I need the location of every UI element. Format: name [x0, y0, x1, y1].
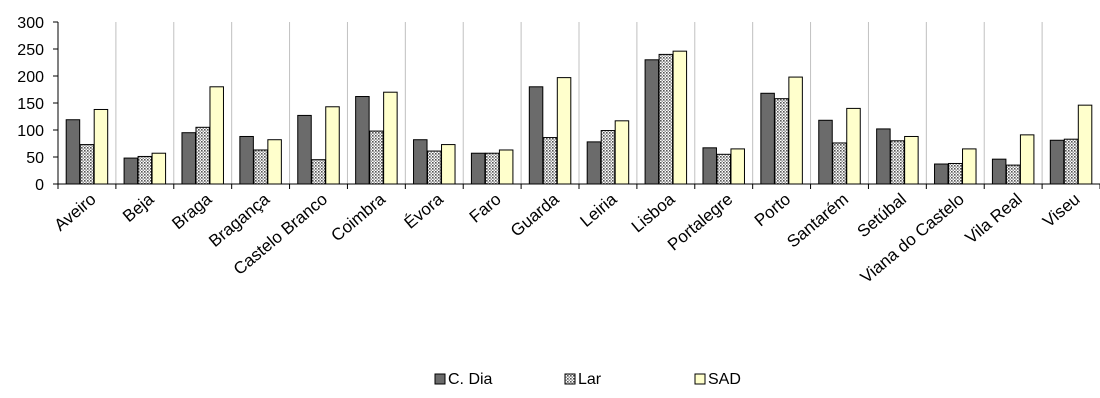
- bar-0-11: [702, 147, 717, 185]
- bar-2-6: [441, 144, 456, 185]
- bar-0-0: [65, 119, 81, 185]
- bar-2-11: [730, 148, 745, 185]
- bars: [65, 50, 1093, 185]
- legend-swatch-1: [564, 373, 576, 385]
- bar-2-13: [846, 107, 861, 185]
- bar-0-6: [413, 139, 428, 185]
- bar-0-13: [818, 119, 833, 185]
- bar-1-13: [832, 142, 847, 185]
- bar-0-14: [876, 128, 891, 185]
- bar-2-5: [383, 91, 398, 185]
- legend-label-1: Lar: [578, 371, 602, 388]
- y-tick-label: 0: [35, 177, 44, 194]
- bar-1-10: [658, 53, 674, 185]
- category-label: Faro: [466, 190, 505, 227]
- bar-2-8: [556, 77, 572, 185]
- bar-2-12: [788, 76, 803, 185]
- bar-0-17: [1049, 139, 1065, 185]
- legend-label-2: SAD: [708, 371, 741, 388]
- bar-0-2: [181, 132, 196, 185]
- bar-0-8: [528, 86, 544, 185]
- bar-1-4: [311, 159, 326, 185]
- bar-0-15: [934, 163, 949, 185]
- bar-2-9: [614, 120, 630, 185]
- legend-swatch-0: [434, 373, 446, 385]
- y-tick-label: 250: [17, 42, 44, 59]
- bar-1-15: [948, 162, 963, 185]
- category-label: Leiria: [576, 189, 620, 231]
- category-label: Coimbra: [328, 189, 390, 245]
- category-label: Vila Real: [962, 190, 1026, 248]
- bar-1-9: [600, 130, 616, 185]
- category-label: Guarda: [507, 189, 563, 240]
- axes: [53, 21, 1100, 189]
- category-label: Portalegre: [664, 190, 736, 255]
- bar-2-16: [1019, 134, 1035, 185]
- y-tick-label: 200: [17, 69, 44, 86]
- bar-1-16: [1005, 164, 1021, 185]
- category-label: Viseu: [1039, 190, 1084, 232]
- bar-2-15: [962, 148, 977, 185]
- bar-2-7: [498, 149, 514, 185]
- category-label: Setúbal: [854, 190, 910, 242]
- category-label: Lisboa: [628, 189, 679, 236]
- bar-1-6: [427, 150, 442, 185]
- legend-swatch-2: [694, 373, 706, 385]
- bar-2-1: [151, 152, 167, 185]
- bar-1-5: [369, 130, 384, 185]
- y-tick-label: 300: [17, 15, 44, 32]
- category-label: Viana do Castelo: [857, 190, 968, 288]
- bar-2-17: [1077, 104, 1093, 185]
- bar-0-1: [123, 157, 139, 185]
- category-label: Porto: [751, 190, 794, 231]
- bar-1-11: [716, 153, 731, 185]
- bar-2-0: [93, 108, 109, 185]
- bar-0-4: [297, 114, 312, 185]
- bar-2-2: [209, 86, 224, 185]
- category-label: Santarém: [783, 190, 852, 252]
- category-label: Beja: [119, 189, 158, 226]
- legend-label-0: C. Dia: [448, 371, 493, 388]
- category-label: Braga: [168, 189, 215, 233]
- bar-1-0: [79, 144, 95, 185]
- bar-1-3: [253, 149, 268, 185]
- bar-0-9: [586, 141, 602, 185]
- bar-0-12: [760, 92, 775, 185]
- bar-1-8: [542, 137, 558, 185]
- gridlines: [115, 22, 1043, 184]
- bar-0-10: [644, 59, 660, 185]
- bar-1-7: [484, 152, 500, 185]
- bar-2-10: [672, 50, 688, 185]
- bar-1-17: [1063, 138, 1079, 185]
- bar-0-16: [991, 158, 1007, 185]
- bar-0-7: [470, 152, 486, 185]
- bar-1-1: [137, 155, 153, 185]
- bar-0-3: [239, 135, 254, 185]
- y-tick-label: 50: [26, 150, 44, 167]
- bar-1-2: [195, 126, 210, 185]
- bar-2-4: [325, 106, 340, 185]
- bar-2-14: [904, 135, 919, 185]
- category-label: Évora: [401, 189, 448, 232]
- y-tick-label: 100: [17, 123, 44, 140]
- bar-2-3: [267, 139, 282, 185]
- y-tick-label: 150: [17, 96, 44, 113]
- bar-1-14: [890, 140, 905, 185]
- bar-1-12: [774, 98, 789, 185]
- bar-0-5: [355, 96, 370, 185]
- legend: C. Dia Lar SAD: [434, 371, 741, 388]
- category-label: Aveiro: [51, 190, 100, 235]
